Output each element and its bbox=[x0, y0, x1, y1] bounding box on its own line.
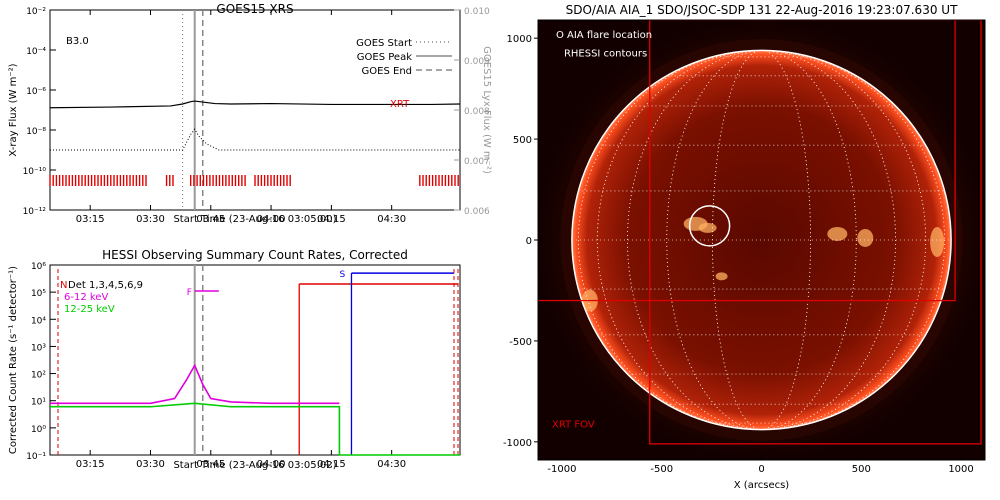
goes-x-tick-label: 03:15 bbox=[76, 214, 105, 225]
goes-x-tick-label: 04:30 bbox=[377, 214, 406, 225]
aia-image: XRT FOV O AIA flare location RHESSI contou… bbox=[538, 20, 985, 460]
hessi-y-tick-label: 10⁵ bbox=[31, 289, 46, 299]
hessi-series-line bbox=[50, 402, 460, 456]
goes-ylabel-right: GOES15 Lyx Flux (W m⁻²) bbox=[481, 46, 492, 174]
active-region bbox=[698, 222, 717, 233]
solar-disk bbox=[571, 50, 952, 430]
aia-y-tick-label: -500 bbox=[509, 337, 532, 348]
xrt-fov-label: XRT FOV bbox=[552, 420, 595, 431]
hessi-saa-label: S bbox=[339, 270, 345, 280]
goes-class-label: B3.0 bbox=[66, 36, 89, 47]
hessi-x-tick-label: 03:15 bbox=[76, 459, 105, 470]
aia-y-tick-label: 0 bbox=[526, 236, 532, 247]
goes-y2-tick-label: 0.006 bbox=[464, 207, 490, 217]
active-region bbox=[857, 228, 874, 247]
aia-x-tick-label: -1000 bbox=[547, 464, 576, 475]
hessi-y-tick-label: 10² bbox=[31, 371, 46, 381]
hessi-series-line bbox=[50, 363, 340, 405]
hessi-ylabel: Corrected Count Rate (s⁻¹ detector⁻¹) bbox=[8, 266, 19, 454]
aia-flare-circle bbox=[688, 205, 731, 247]
solar-limb bbox=[571, 49, 952, 431]
goes-xlabel: Start Time (23-Aug-16 03:05:00) bbox=[173, 214, 336, 225]
aia-x-tick-label: -500 bbox=[650, 464, 673, 475]
goes-ylabel-left: X-ray Flux (W m⁻²) bbox=[8, 63, 19, 156]
xrt-label: XRT bbox=[390, 99, 410, 110]
aia-x-tick-label: 1000 bbox=[948, 464, 973, 475]
aia-legend-flare: O AIA flare location bbox=[556, 30, 652, 41]
longitude-line bbox=[712, 50, 811, 430]
goes-x-tick-label: 04:15 bbox=[317, 214, 346, 225]
longitude-line bbox=[627, 50, 896, 430]
goes-y-tick-label: 10⁻⁶ bbox=[26, 87, 46, 97]
goes-legend-label: GOES Peak bbox=[357, 52, 412, 63]
hessi-flare-label: F bbox=[187, 288, 192, 298]
goes-y2-tick-label: 0.008 bbox=[464, 107, 490, 117]
hessi-n-label: N bbox=[60, 280, 67, 291]
hessi-x-tick-label: 04:30 bbox=[377, 459, 406, 470]
hessi-y-tick-label: 10⁰ bbox=[31, 425, 46, 435]
goes-y2-tick-label: 0.007 bbox=[464, 157, 490, 167]
goes-y-tick-label: 10⁻⁴ bbox=[26, 47, 46, 57]
aia-x-tick-label: 0 bbox=[758, 464, 764, 475]
goes-x-tick-label: 03:45 bbox=[196, 214, 225, 225]
hessi-legend-entry: Det 1,3,4,5,6,9 bbox=[68, 280, 143, 291]
goes-y-tick-label: 10⁻¹⁰ bbox=[23, 167, 47, 177]
goes-x-tick-label: 04:00 bbox=[257, 214, 286, 225]
hessi-y-tick-label: 10¹ bbox=[31, 398, 46, 408]
hessi-y-tick-label: 10⁴ bbox=[31, 316, 46, 326]
active-region bbox=[827, 226, 848, 241]
hessi-x-tick-label: 03:45 bbox=[196, 459, 225, 470]
hessi-y-tick-label: 10⁶ bbox=[31, 262, 46, 272]
hessi-plot-frame bbox=[49, 264, 461, 456]
hessi-legend-entry: 12-25 keV bbox=[64, 304, 115, 315]
hessi-y-tick-label: 10⁻¹ bbox=[26, 452, 46, 462]
goes-series-line bbox=[50, 128, 460, 151]
active-region bbox=[715, 272, 728, 281]
hessi-y-tick-label: 10³ bbox=[31, 343, 46, 353]
hessi-x-tick-label: 04:15 bbox=[317, 459, 346, 470]
goes-title: GOES15 XRS bbox=[216, 2, 293, 16]
aia-xlabel: X (arcsecs) bbox=[734, 480, 790, 491]
aia-legend-rhessi: RHESSI contours bbox=[564, 48, 647, 59]
hessi-legend-entry: 6-12 keV bbox=[64, 292, 108, 303]
hessi-xlabel: Start Time (23-Aug-16 03:05:02) bbox=[173, 460, 336, 471]
active-region bbox=[930, 227, 945, 258]
goes-x-tick-label: 03:30 bbox=[136, 214, 165, 225]
goes-legend-label: GOES End bbox=[362, 66, 412, 77]
goes-y-tick-label: 10⁻¹² bbox=[23, 207, 47, 217]
longitude-line bbox=[596, 50, 927, 430]
xrt-fov-box bbox=[649, 20, 982, 445]
goes-y-tick-label: 10⁻⁸ bbox=[26, 127, 46, 137]
hessi-title: HESSI Observing Summary Count Rates, Cor… bbox=[102, 248, 408, 262]
hessi-x-tick-label: 03:30 bbox=[136, 459, 165, 470]
aia-y-tick-label: 1000 bbox=[507, 34, 532, 45]
aia-y-tick-label: 500 bbox=[513, 135, 532, 146]
goes-series-line bbox=[49, 100, 461, 109]
hessi-x-tick-label: 04:00 bbox=[257, 459, 286, 470]
xrt-fov-box bbox=[538, 20, 956, 302]
goes-y2-tick-label: 0.009 bbox=[464, 57, 490, 67]
aia-y-tick-label: -1000 bbox=[503, 438, 532, 449]
goes-legend-label: GOES Start bbox=[356, 38, 412, 49]
aia-x-tick-label: 500 bbox=[852, 464, 871, 475]
goes-y2-tick-label: 0.010 bbox=[464, 7, 490, 17]
aia-title: SDO/AIA AIA_1 SDO/JSOC-SDP 131 22-Aug-20… bbox=[566, 3, 958, 17]
goes-y-tick-label: 10⁻² bbox=[26, 7, 46, 17]
